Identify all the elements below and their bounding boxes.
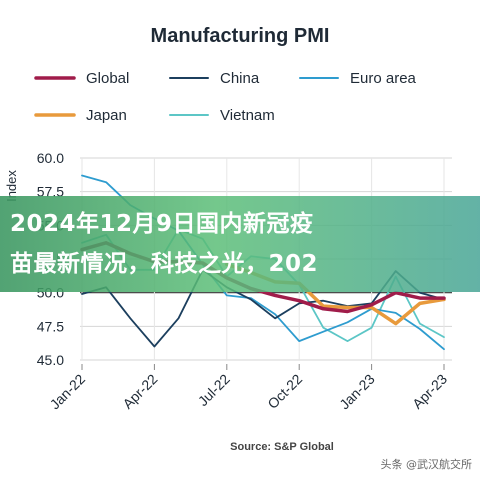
legend-label-global: Global [86,70,129,87]
x-tick-label: Jan-23 [336,371,378,413]
y-tick-label: 57.5 [37,184,64,200]
legend-label-china: China [220,70,260,87]
y-tick-label: 60.0 [37,150,64,166]
overlay-banner: 2024年12月9日国内新冠疫 苗最新情况，科技之光，202 [0,196,480,292]
x-tick-label: Apr-23 [409,371,450,412]
chart-source: Source: S&P Global [230,441,334,453]
legend-label-japan: Japan [86,107,127,124]
y-tick-label: 45.0 [37,352,64,368]
watermark: 头条 @武汉航交所 [380,458,473,471]
chart-legend: Global China Euro area Japan Vietnam [34,70,417,124]
y-tick-label: 47.5 [37,318,64,334]
x-axis-ticks: Jan-22 Apr-22 Jul-22 Oct-22 Jan-23 Apr-23 [47,364,450,413]
y-axis-label: Index [4,170,19,202]
x-tick-label: Jan-22 [47,371,89,413]
banner-line-1: 2024年12月9日国内新冠疫 [10,211,314,237]
legend-label-vietnam: Vietnam [220,107,275,124]
x-tick-label: Apr-22 [119,371,160,412]
chart-title: Manufacturing PMI [151,25,330,47]
banner-line-2: 苗最新情况，科技之光，202 [10,251,319,277]
legend-label-euro-area: Euro area [350,70,417,87]
x-tick-label: Jul-22 [195,371,233,409]
x-tick-label: Oct-22 [264,371,305,412]
